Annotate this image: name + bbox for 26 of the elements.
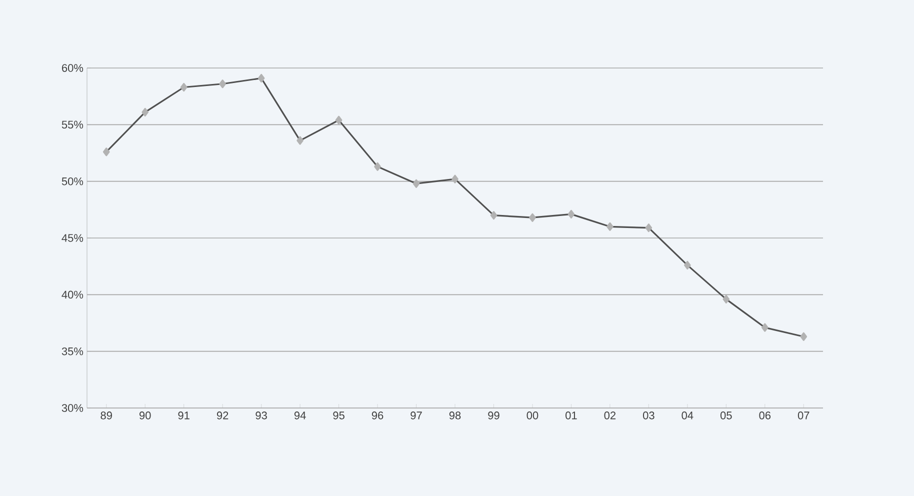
y-tick-label: 50%: [62, 177, 84, 186]
y-tick-label: 55%: [62, 120, 84, 129]
y-tick-label: 45%: [62, 234, 84, 242]
x-tick-label: 94: [294, 412, 306, 420]
x-tick-label: 06: [759, 412, 771, 420]
x-tick-label: 01: [566, 412, 577, 420]
x-tick-label: 89: [100, 412, 112, 420]
y-tick-label: 35%: [62, 347, 84, 356]
x-tick-label: 93: [256, 412, 267, 420]
x-tick-label: 96: [372, 412, 384, 420]
y-tick-label: 40%: [62, 290, 84, 299]
x-tick-label: 03: [642, 412, 654, 420]
x-tick-label: 91: [178, 412, 190, 420]
y-tick-label: 60%: [62, 64, 84, 72]
x-tick-label: 02: [604, 412, 616, 420]
y-tick-label: 30%: [62, 404, 84, 412]
x-tick-label: 92: [216, 412, 228, 420]
x-tick-label: 90: [140, 412, 151, 420]
x-tick-label: 04: [682, 412, 694, 420]
x-tick-label: 07: [798, 412, 810, 420]
x-tick-label: 00: [526, 412, 538, 420]
x-tick-label: 97: [410, 412, 422, 420]
x-tick-label: 95: [333, 412, 344, 420]
x-tick-label: 98: [449, 412, 461, 420]
x-tick-label: 05: [720, 412, 732, 420]
x-tick-label: 99: [488, 412, 500, 420]
